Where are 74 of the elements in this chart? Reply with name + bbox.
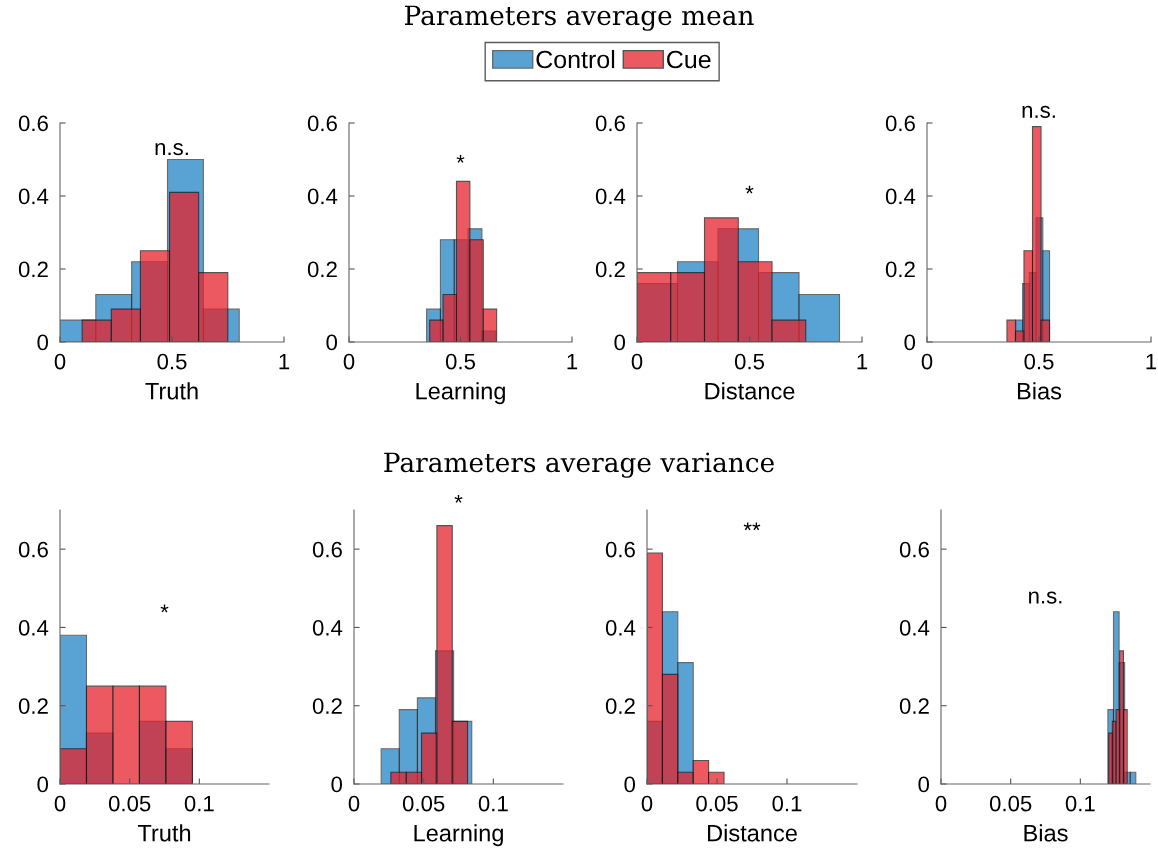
x-axis-title: Truth	[145, 382, 198, 400]
x-tick-label: 0.5	[157, 353, 187, 370]
y-tick-label: 0.4	[307, 188, 338, 205]
x-tick-label: 0.05	[696, 795, 738, 812]
annotation: *	[160, 604, 169, 613]
y-tick-label: 0	[904, 334, 916, 351]
x-tick-label: 0.1	[478, 795, 508, 812]
y-tick-label: 0.2	[312, 698, 342, 714]
y-tick-label: 0.4	[605, 619, 636, 636]
x-tick-label: 1	[567, 353, 578, 370]
text: *	[454, 494, 463, 503]
y-tick-label: 0	[614, 334, 626, 351]
y-tick-label: 0.6	[18, 115, 48, 132]
x-tick-label: 0.1	[772, 795, 802, 812]
x-axis-title: Bias	[1017, 382, 1062, 400]
x-axis-title: Distance	[708, 824, 797, 842]
x-axis-title: Distance	[705, 382, 795, 400]
x-axis-title: Truth	[137, 824, 191, 842]
y-tick-label: 0	[37, 334, 49, 351]
x-tick-label: 0	[343, 353, 355, 370]
y-tick-label: 0.4	[18, 188, 49, 205]
chart-title: Parameters average mean	[404, 5, 754, 31]
y-tick-label: 0.4	[312, 619, 343, 636]
y-tick-label: 0	[37, 776, 49, 793]
y-tick-label: 0	[918, 776, 930, 793]
x-tick-label: 0.05	[989, 795, 1032, 812]
legend-label: Cue	[667, 50, 711, 69]
y-tick-label: 0.2	[885, 261, 915, 278]
y-tick-label: 0.6	[307, 115, 337, 132]
y-tick-label: 0.2	[605, 698, 635, 714]
x-tick-label: 0.1	[1065, 795, 1095, 812]
legend-label: Control	[536, 50, 615, 69]
annotation: n.s.	[1029, 591, 1062, 604]
x-tick-label: 0.05	[108, 795, 151, 812]
y-tick-label: 0.2	[18, 698, 48, 714]
x-tick-label: 0.5	[734, 353, 765, 370]
y-tick-label: 0	[331, 776, 343, 793]
x-tick-label: 0.05	[402, 795, 445, 812]
y-tick-label: 0.6	[885, 115, 915, 132]
x-tick-label: 0.5	[1024, 353, 1054, 370]
text: n.s.	[1022, 105, 1055, 119]
annotation: *	[745, 185, 754, 194]
x-tick-label: 0	[641, 795, 653, 812]
annotation: **	[743, 522, 761, 531]
annotation: n.s.	[155, 143, 188, 156]
x-tick-label: 1	[279, 353, 290, 370]
annotation: *	[456, 155, 465, 163]
x-tick-label: 1	[857, 353, 868, 370]
chart-title: Parameters average variance	[384, 452, 774, 478]
x-tick-label: 0	[54, 795, 66, 812]
x-tick-label: 1	[1146, 353, 1157, 370]
y-tick-label: 0	[326, 334, 338, 351]
x-tick-label: 0	[54, 353, 66, 370]
y-tick-label: 0.2	[18, 261, 48, 278]
y-tick-label: 0.4	[899, 619, 930, 636]
x-tick-label: 0	[935, 795, 947, 812]
y-tick-label: 0.2	[307, 261, 337, 278]
x-tick-label: 0	[348, 795, 360, 812]
x-axis-title: Learning	[416, 382, 505, 405]
x-tick-label: 0.1	[184, 795, 214, 812]
y-tick-label: 0.6	[605, 541, 635, 558]
y-tick-label: 0	[624, 776, 636, 793]
y-tick-label: 0.2	[899, 698, 929, 714]
y-tick-label: 0.4	[18, 619, 49, 636]
x-axis-title: Learning	[414, 824, 503, 847]
y-tick-label: 0.6	[595, 115, 625, 132]
x-tick-label: 0.5	[445, 353, 476, 370]
y-tick-label: 0.4	[595, 188, 626, 205]
y-tick-label: 0.4	[885, 188, 916, 205]
y-tick-label: 0.6	[899, 541, 929, 558]
y-tick-label: 0.2	[595, 261, 625, 278]
y-tick-label: 0.6	[312, 541, 342, 558]
y-tick-label: 0.6	[18, 541, 48, 558]
x-axis-title: Bias	[1024, 824, 1068, 842]
